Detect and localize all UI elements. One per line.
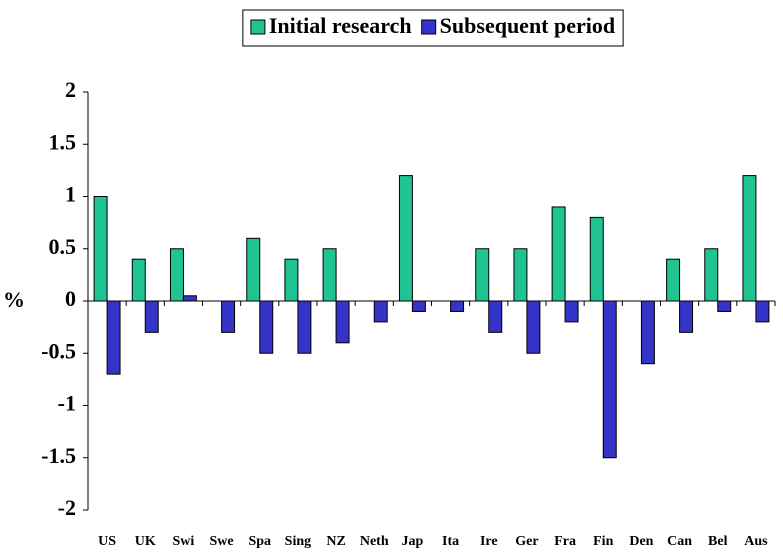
bar <box>564 300 579 323</box>
x-tick-label: Ire <box>480 534 498 549</box>
bar <box>106 300 121 375</box>
x-tick-label: UK <box>135 534 156 549</box>
bar <box>221 300 236 333</box>
bar <box>93 196 108 302</box>
bar <box>488 300 503 333</box>
y-tick-label: -0.5 <box>41 338 76 363</box>
bar <box>666 258 681 302</box>
bar <box>246 237 261 302</box>
y-tick-label: 1 <box>65 182 76 207</box>
x-tick-label: Can <box>667 534 692 549</box>
bar <box>284 258 299 302</box>
x-tick-label: Fin <box>593 534 613 549</box>
bar <box>475 248 490 302</box>
x-tick-label: Den <box>629 534 653 549</box>
bar <box>297 300 312 354</box>
y-tick-label: -2 <box>58 495 76 520</box>
y-tick-label: 2 <box>65 77 76 102</box>
bar <box>131 258 146 302</box>
x-tick-label: Ger <box>515 534 538 549</box>
bar <box>602 300 617 459</box>
y-tick-label: 0.5 <box>49 234 77 259</box>
x-tick-label: NZ <box>326 534 345 549</box>
x-tick-label: Swi <box>173 534 195 549</box>
bar <box>259 300 274 354</box>
bar <box>182 295 197 302</box>
bar <box>704 248 719 302</box>
bar <box>144 300 159 333</box>
bar <box>755 300 770 323</box>
x-tick-label: Neth <box>360 534 389 549</box>
x-tick-label: Swe <box>210 534 234 549</box>
legend-swatch <box>250 19 266 35</box>
bar <box>551 206 566 302</box>
bar <box>717 300 732 312</box>
bar <box>640 300 655 365</box>
x-tick-label: Spa <box>248 534 271 549</box>
x-tick-label: Jap <box>402 534 424 549</box>
bar <box>322 248 337 302</box>
x-tick-label: Sing <box>285 534 311 549</box>
bar <box>450 300 465 312</box>
bar <box>373 300 388 323</box>
bar <box>526 300 541 354</box>
bar <box>742 175 757 302</box>
legend-swatch <box>421 19 437 35</box>
x-tick-label: Bel <box>708 534 728 549</box>
bar <box>411 300 426 312</box>
bar <box>169 248 184 302</box>
bar <box>513 248 528 302</box>
x-tick-label: Fra <box>554 534 576 549</box>
y-tick-label: -1 <box>58 391 76 416</box>
bar <box>335 300 350 344</box>
bar <box>589 216 604 302</box>
y-tick-label: 1.5 <box>49 129 77 154</box>
x-tick-label: Ita <box>442 534 459 549</box>
bar <box>679 300 694 333</box>
legend-label: Subsequent period <box>440 13 615 38</box>
legend-label: Initial research <box>269 13 412 38</box>
y-axis-label: % <box>3 287 25 312</box>
y-tick-label: -1.5 <box>41 443 76 468</box>
x-tick-label: US <box>98 534 116 549</box>
bar <box>398 175 413 302</box>
y-tick-label: 0 <box>65 286 76 311</box>
x-tick-label: Aus <box>744 534 768 549</box>
